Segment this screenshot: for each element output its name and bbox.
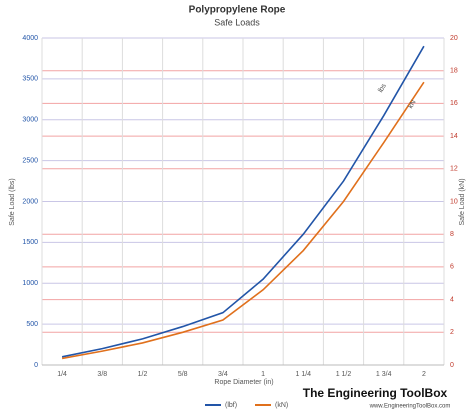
x-tick-label: 3/8 [97,371,107,378]
x-tick-label: 1/2 [138,371,148,378]
watermark-url: www.EngineeringToolBox.com [369,404,451,410]
x-tick-label: 2 [422,371,426,378]
y2-tick-label: 14 [450,133,458,140]
line-annotation: lbs [377,82,388,94]
y2-tick-label: 20 [450,35,458,42]
y-tick-label: 1500 [22,239,38,246]
y-tick-label: 1000 [22,280,38,287]
x-axis-title: Rope Diameter (in) [214,379,273,386]
line-annotation: kN [407,99,417,110]
y-tick-label: 500 [26,321,38,328]
y2-tick-label: 16 [450,100,458,107]
x-tick-label: 3/4 [218,371,228,378]
x-tick-label: 1 3/4 [376,371,392,378]
y-tick-label: 3000 [22,117,38,124]
x-tick-label: 1 1/2 [336,371,352,378]
x-tick-label: 5/8 [178,371,188,378]
y2-tick-label: 8 [450,231,454,238]
line-series [61,45,425,358]
x-tick-label: 1/4 [57,371,67,378]
x-tick-label: 1 1/4 [296,371,312,378]
watermark: The Engineering ToolBox [303,386,448,400]
legend-label: (lbf) [225,402,237,409]
y-tick-label: 3500 [22,76,38,83]
y-tick-label: 2500 [22,157,38,164]
y2-tick-label: 0 [450,362,454,369]
chart-title: Polypropylene Rope [189,5,286,16]
y2-axis-title: Safe Load (kN) [459,178,466,225]
y2-tick-label: 2 [450,329,454,336]
y-tick-label: 0 [34,362,38,369]
line-series [61,81,425,360]
y2-tick-label: 4 [450,296,454,303]
y-tick-label: 2000 [22,198,38,205]
y2-tick-label: 10 [450,198,458,205]
y-tick-label: 4000 [22,35,38,42]
x-tick-label: 1 [261,371,265,378]
y2-tick-label: 12 [450,166,458,173]
chart-subtitle: Safe Loads [214,17,260,27]
y2-tick-label: 18 [450,68,458,75]
y2-tick-label: 6 [450,264,454,271]
y-axis-title: Safe Load (lbs) [9,178,16,225]
legend-label: (kN) [275,402,288,409]
